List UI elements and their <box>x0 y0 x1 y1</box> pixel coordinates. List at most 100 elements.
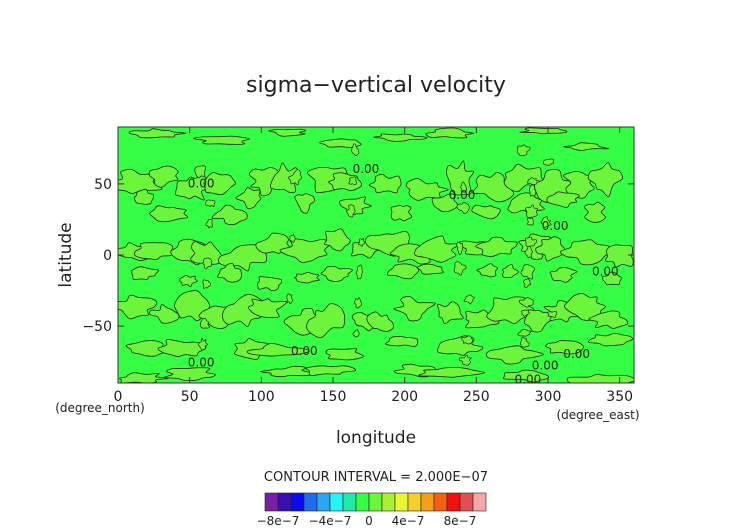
colorbar-bin <box>420 492 435 512</box>
colorbar <box>264 492 487 512</box>
contour-patch <box>133 242 174 260</box>
x-tick-label: 300 <box>535 389 562 405</box>
contour-patch <box>549 267 578 283</box>
contour-patch <box>529 184 537 197</box>
contour-patch <box>134 188 155 205</box>
contour-patch <box>523 278 532 288</box>
contour-label: 0.00 <box>188 176 215 190</box>
contour-patch <box>118 294 158 320</box>
contour-patch <box>346 204 356 218</box>
contour-patch <box>234 338 271 360</box>
contour-patch <box>519 127 568 134</box>
contour-patch <box>535 236 565 262</box>
contour-patch <box>601 271 622 286</box>
contour-patch <box>587 332 633 347</box>
contour-patch <box>125 340 167 357</box>
x-tick-label: 50 <box>181 389 199 405</box>
contour-patch <box>414 235 460 263</box>
contour-label: 0.00 <box>353 162 380 176</box>
contour-label: 0.00 <box>592 265 619 279</box>
contour-label: 0.00 <box>542 219 569 233</box>
x-axis-unit: (degree_east) <box>556 408 639 422</box>
contour-patch <box>458 354 472 366</box>
contour-patch <box>194 165 206 178</box>
contour-patch <box>149 205 189 223</box>
contour-patch <box>563 170 595 199</box>
contour-patch <box>525 236 537 248</box>
contour-patch <box>320 265 353 282</box>
contour-patch <box>339 196 372 216</box>
contour-patch <box>545 340 584 355</box>
contour-patch <box>259 365 314 378</box>
x-axis-ticks: 0 50 100 150 200 250 300 350 <box>114 127 633 405</box>
y-tick-label: 50 <box>94 177 112 193</box>
colorbar-bin <box>264 492 279 512</box>
contour-patch <box>540 216 552 228</box>
contour-patch <box>148 165 179 188</box>
x-tick-label: 0 <box>114 389 123 405</box>
contour-patch <box>437 301 464 325</box>
contour-patch <box>463 294 475 305</box>
contour-patch <box>526 217 534 226</box>
contour-patch <box>294 193 315 214</box>
y-tick-label: 0 <box>103 248 112 264</box>
x-axis-label: longitude <box>336 428 416 448</box>
contour-patch <box>523 309 555 333</box>
contour-patch <box>354 297 363 309</box>
contour-patch <box>460 181 468 193</box>
contour-patch <box>305 365 357 376</box>
contour-patch <box>583 201 606 223</box>
colorbar-bin <box>459 492 474 512</box>
contour-patch <box>425 127 475 139</box>
contour-patch <box>485 345 544 365</box>
x-tick-label: 350 <box>606 389 633 405</box>
contour-patch <box>502 369 550 383</box>
contour-patch <box>351 143 360 156</box>
contour-label: 0.00 <box>449 188 476 202</box>
contour-patch <box>248 167 283 197</box>
x-tick-label: 250 <box>463 389 490 405</box>
contour-patch <box>387 263 419 280</box>
contour-patch <box>390 204 413 222</box>
contour-patch <box>385 335 419 347</box>
contour-label: 0.00 <box>188 356 215 370</box>
contour-patch <box>559 239 612 266</box>
colorbar-bin <box>277 492 292 512</box>
contour-patch <box>520 264 535 280</box>
contour-patch <box>352 329 360 338</box>
colorbar-bin <box>433 492 448 512</box>
contour-patch <box>197 337 208 351</box>
colorbar-tick-label: −8e−7 <box>257 514 300 528</box>
contour-patch <box>604 244 634 268</box>
colorbar-bin <box>342 492 357 512</box>
contour-labels: 0.000.000.000.000.000.000.000.000.000.00 <box>188 162 619 386</box>
contour-patch <box>471 172 515 203</box>
contour-patch <box>199 318 210 329</box>
contour-patch <box>418 366 486 378</box>
contour-patch <box>217 263 243 283</box>
y-axis-ticks: −50 0 50 <box>82 177 634 335</box>
contour-patch <box>393 295 436 322</box>
contour-patch <box>131 266 159 281</box>
contour-patch <box>193 135 250 145</box>
contour-patch <box>211 204 248 226</box>
contour-patch <box>525 204 539 218</box>
contour-patch <box>516 144 531 157</box>
y-axis-unit: (degree_north) <box>55 401 145 415</box>
colorbar-bin <box>316 492 331 512</box>
contour-patch <box>431 193 459 213</box>
colorbar-tick-labels: −8e−7 −4e−7 0 4e−7 8e−7 <box>257 514 477 528</box>
colorbar-bin <box>381 492 396 512</box>
colorbar-bin <box>303 492 318 512</box>
contour-patch <box>246 342 310 357</box>
contour-patch <box>190 241 224 265</box>
colorbar-bin <box>407 492 422 512</box>
contour-patch <box>157 339 207 358</box>
contour-patch <box>268 128 307 137</box>
colorbar-tick-label: −4e−7 <box>309 514 352 528</box>
contour-patch <box>179 274 198 288</box>
contour-patch <box>205 218 213 229</box>
contour-patch <box>235 187 262 210</box>
contour-label: 0.00 <box>515 373 542 387</box>
